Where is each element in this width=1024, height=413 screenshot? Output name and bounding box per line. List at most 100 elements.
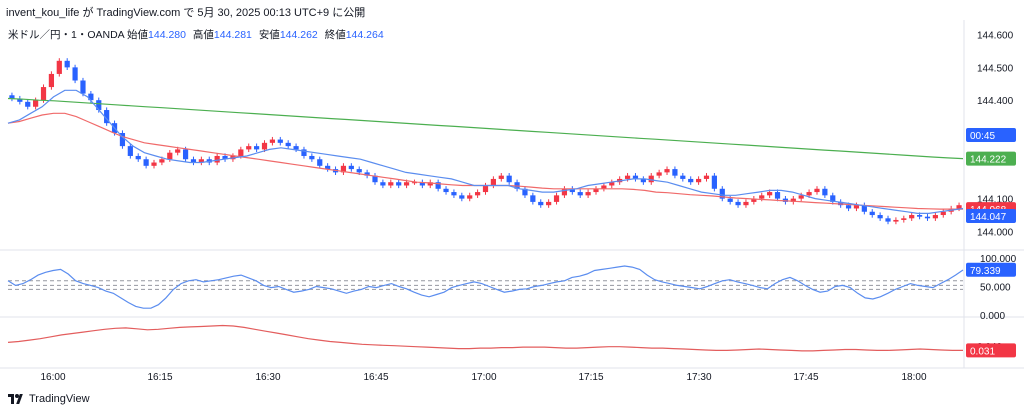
candle-body <box>822 188 828 196</box>
tradingview-logo-icon <box>8 394 24 404</box>
oscillator-line <box>7 265 964 309</box>
osc-tick-label: 50.000 <box>980 283 1011 294</box>
candle-body <box>25 101 31 107</box>
candle-body <box>254 146 260 150</box>
close-value: 144.264 <box>345 29 384 41</box>
candle-body <box>656 172 662 176</box>
time-tick-label: 17:30 <box>686 372 711 383</box>
candle-body <box>380 182 386 186</box>
osc-tag <box>966 262 1016 277</box>
candle-body <box>538 201 544 206</box>
lower-tag-text: 0.031 <box>970 346 995 357</box>
ma-mid-line <box>7 112 963 210</box>
candle-body <box>719 188 725 199</box>
candle-body <box>774 192 781 199</box>
price-tag-text: 144.222 <box>970 155 1007 166</box>
osc-tick-label: 100.000 <box>980 254 1017 265</box>
candle-body <box>72 67 78 81</box>
candle-body <box>435 182 441 189</box>
candle-body <box>498 175 504 179</box>
open-value: 144.280 <box>148 29 186 41</box>
candle-body <box>269 139 276 143</box>
candle-body <box>553 195 560 202</box>
price-tag <box>966 151 1016 166</box>
candle-body <box>277 139 283 143</box>
price-tag <box>966 127 1016 142</box>
candle-body <box>403 182 410 186</box>
candle-body <box>348 165 354 170</box>
time-tick-label: 16:00 <box>40 372 65 383</box>
time-tick-label: 18:00 <box>901 372 926 383</box>
candle-body <box>530 195 536 202</box>
candle-body <box>80 80 86 94</box>
candle-body <box>88 93 94 101</box>
candle-body <box>9 95 15 99</box>
candle-body <box>767 192 773 196</box>
low-label: 安値 <box>258 29 280 41</box>
candle-body <box>490 178 496 186</box>
candle-body <box>940 211 946 216</box>
candle-body <box>104 110 110 124</box>
candle-body <box>609 182 615 186</box>
candle-body <box>909 215 915 219</box>
price-tick-label: 144.100 <box>977 195 1014 206</box>
candle-body <box>246 146 252 150</box>
candle-body <box>475 192 481 196</box>
lower-tag <box>966 343 1016 358</box>
candle-body <box>664 169 670 173</box>
candle-body <box>569 188 575 193</box>
publish-header: invent_kou_life が TradingView.com で 5月 3… <box>6 7 366 19</box>
candle-body <box>127 146 133 156</box>
candle-body <box>845 205 852 209</box>
footer: TradingView <box>8 393 90 405</box>
candle-body <box>285 142 291 147</box>
candle-body <box>190 159 197 163</box>
high-value: 144.281 <box>213 29 252 41</box>
candle-body <box>443 188 449 193</box>
candle-body <box>546 201 552 206</box>
candle-body <box>735 201 741 206</box>
candle-body <box>688 178 694 183</box>
close-label: 終値 <box>324 29 346 41</box>
candle-body <box>648 175 654 183</box>
candle-body <box>751 198 757 202</box>
candle-body <box>672 169 678 176</box>
candle-body <box>727 198 733 202</box>
candle-body <box>396 182 402 186</box>
candle-body <box>830 195 836 202</box>
candle-body <box>167 152 173 160</box>
price-chart[interactable]: 144.600144.500144.400144.300144.100144.0… <box>0 0 1024 390</box>
candle-body <box>40 87 47 101</box>
open-label: 始値 <box>127 29 149 41</box>
candle-body <box>159 159 165 163</box>
low-value: 144.262 <box>279 29 318 41</box>
candle-body <box>293 146 299 150</box>
candle-body <box>703 175 710 179</box>
candle-body <box>506 175 512 183</box>
candle-body <box>309 155 315 160</box>
price-tick-label: 144.500 <box>977 63 1014 74</box>
candle-body <box>419 182 425 186</box>
price-tick-label: 144.400 <box>977 96 1014 107</box>
price-tag-text: 144.047 <box>970 212 1007 223</box>
candle-body <box>916 215 923 217</box>
candle-body <box>261 142 268 150</box>
candle-body <box>151 162 157 166</box>
candle-body <box>482 185 489 193</box>
candle-body <box>388 182 394 186</box>
candle-body <box>56 60 62 74</box>
candle-body <box>325 165 331 170</box>
symbol-name: 米ドル／円・1・OANDA <box>8 29 125 41</box>
candle-body <box>356 169 362 173</box>
candle-body <box>901 218 907 220</box>
candle-body <box>601 185 607 189</box>
candle-body <box>577 192 583 196</box>
footer-brand: TradingView <box>29 393 90 405</box>
candle-body <box>96 100 102 111</box>
candle-body <box>632 175 639 179</box>
candle-body <box>924 216 931 219</box>
time-tick-label: 17:00 <box>471 372 496 383</box>
time-tick-label: 17:15 <box>578 372 603 383</box>
osc-tick-label: 0.000 <box>980 311 1005 322</box>
price-tag <box>966 209 1016 224</box>
